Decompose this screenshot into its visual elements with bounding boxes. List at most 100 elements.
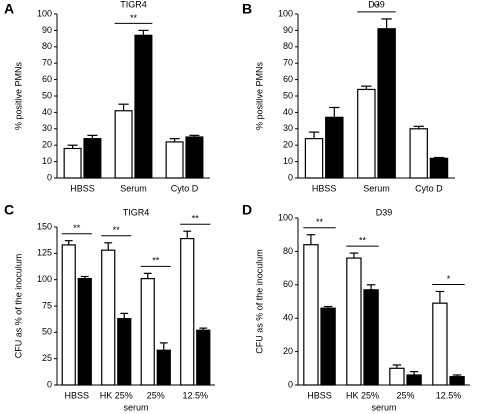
y-tick-label: 50 [42,327,52,337]
y-tick-label: 20 [283,346,293,356]
x-tick-label: Serum [120,183,147,193]
panel-title: D39 [376,207,393,217]
y-tick-label: 150 [37,221,52,231]
y-tick-label: 75 [42,300,52,310]
y-tick-label: 50 [283,90,293,100]
y-axis-label: % positive PMNs [13,61,23,130]
bar [432,302,448,386]
x-axis-label: serum [123,402,148,412]
bar [63,147,82,179]
y-tick-label: 25 [42,353,52,363]
bar [61,244,76,386]
x-tick-label: 12.5% [182,390,208,400]
y-tick-label: 20 [42,140,52,150]
bar [320,307,336,386]
y-tick-label: 0 [47,379,52,389]
y-tick-label: 90 [42,25,52,35]
significance-label: ** [113,225,121,235]
y-tick-label: 20 [283,140,293,150]
panel-letter: C [4,202,14,218]
x-tick-label: HBSS [70,183,95,193]
bar [196,329,211,386]
x-tick-label: HBSS [312,183,337,193]
y-tick-label: 100 [278,8,293,18]
y-tick-label: 30 [283,123,293,133]
x-axis-label: serum [371,402,396,412]
y-tick-label: 100 [37,8,52,18]
y-axis-label: CFU as % of the inoculum [13,254,23,359]
bar [117,318,132,386]
x-tick-label: HK 25% [346,390,379,400]
x-tick-label: 25% [147,390,165,400]
bar [357,88,376,179]
y-tick-label: 100 [278,212,293,222]
y-tick-label: 40 [283,313,293,323]
bar [304,138,324,179]
bar [165,141,184,179]
bar [83,138,102,179]
bar [77,278,92,386]
y-tick-label: 80 [42,41,52,51]
y-tick-label: 60 [283,279,293,289]
y-tick-label: 70 [42,58,52,68]
bar [180,237,195,386]
bar [140,278,155,386]
significance-label: ** [192,214,200,224]
panel-letter: D [242,202,252,218]
y-tick-label: 30 [42,123,52,133]
x-tick-label: Cyto D [171,183,199,193]
significance-label: * [447,274,451,284]
significance-label: ** [373,1,381,11]
x-tick-label: Cyto D [415,183,443,193]
y-tick-label: 100 [37,274,52,284]
bar [156,349,171,386]
bar [134,34,153,179]
panel-title: D39 [368,0,385,9]
bar [346,257,362,386]
y-tick-label: 60 [42,74,52,84]
x-tick-label: HK 25% [100,390,133,400]
bar [114,110,133,179]
y-tick-label: 10 [42,156,52,166]
panel-title: TIGR4 [123,207,150,217]
bar [185,136,204,179]
x-tick-label: HBSS [64,390,89,400]
panel-title: TIGR4 [120,0,147,9]
significance-label: ** [359,235,367,245]
bar [377,28,396,179]
y-tick-label: 50 [42,90,52,100]
bar [449,376,465,386]
y-tick-label: 0 [47,172,52,182]
bar [303,244,319,386]
x-tick-label: 25% [396,390,414,400]
y-axis-label: CFU as % of the inoculum [254,249,264,354]
y-tick-label: 125 [37,248,52,258]
y-tick-label: 0 [288,172,293,182]
bar [389,367,405,386]
y-tick-label: 60 [283,74,293,84]
significance-label: ** [73,223,81,233]
y-tick-label: 80 [283,246,293,256]
bar [101,249,116,386]
y-axis-label: % positive PMNs [254,61,264,130]
significance-label: ** [130,13,138,23]
bar [429,157,449,179]
bar [363,289,379,386]
y-tick-label: 80 [283,41,293,51]
bar [325,116,344,179]
y-tick-label: 10 [283,156,293,166]
y-tick-label: 70 [283,58,293,68]
significance-label: ** [152,256,160,266]
panel-letter: A [4,1,14,17]
bar [406,374,422,386]
panel-letter: B [242,1,252,17]
bar [409,128,428,179]
y-tick-label: 0 [288,379,293,389]
x-tick-label: 12.5% [436,390,462,400]
x-tick-label: Serum [363,183,390,193]
x-tick-label: HBSS [307,390,332,400]
significance-label: ** [316,217,324,227]
y-tick-label: 90 [283,25,293,35]
y-tick-label: 40 [283,107,293,117]
